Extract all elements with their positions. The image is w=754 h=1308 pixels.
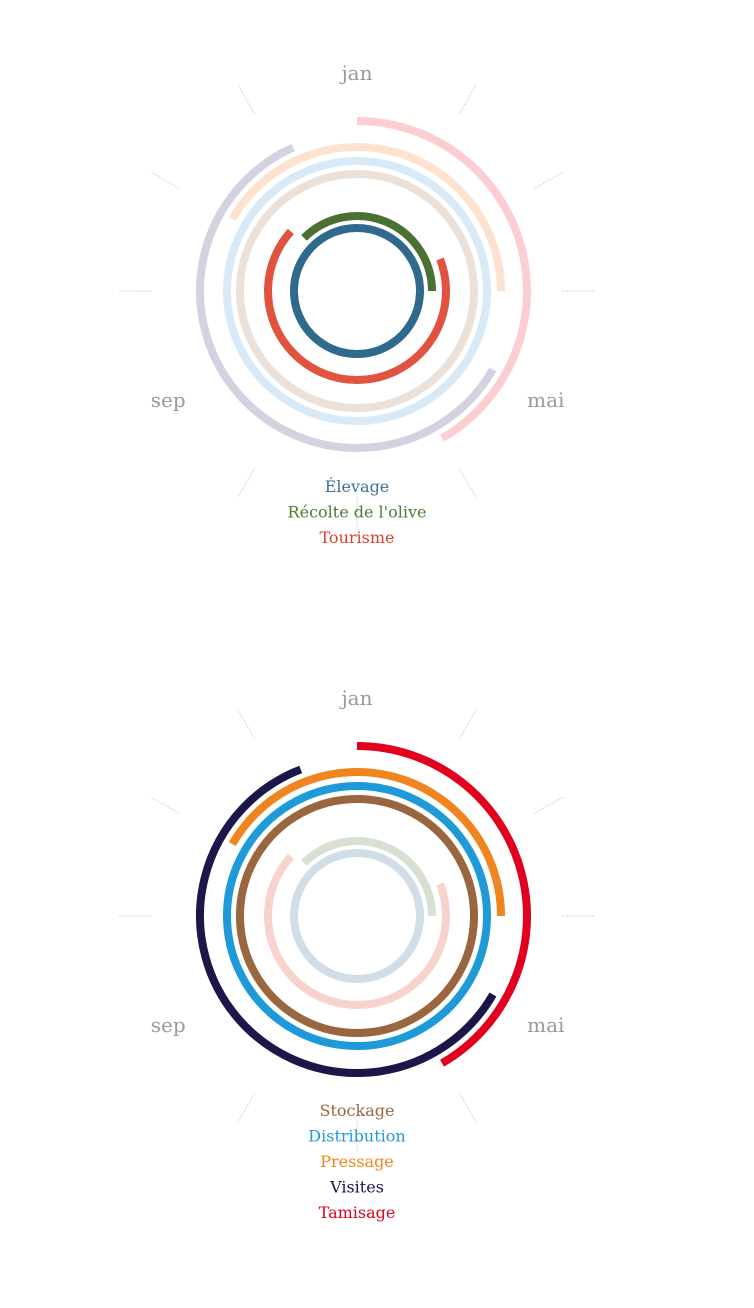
arc-6 xyxy=(301,212,436,292)
arc-2 xyxy=(196,143,497,452)
arc-3 xyxy=(228,143,505,292)
month-label-mai: mai xyxy=(527,1013,564,1037)
month-label-jan: jan xyxy=(339,61,372,85)
arc-7 xyxy=(264,853,450,1009)
legend-item: Distribution xyxy=(308,1127,405,1146)
arc-8 xyxy=(290,224,424,358)
month-tick xyxy=(459,468,477,498)
legend-item: Élevage xyxy=(325,476,390,496)
legend-item: Tourisme xyxy=(320,528,395,547)
arc-4 xyxy=(223,157,491,425)
month-tick xyxy=(459,1093,477,1123)
arc-5 xyxy=(236,170,478,412)
legend-item: Tamisage xyxy=(319,1203,396,1222)
month-label-sep: sep xyxy=(151,388,186,412)
legend-item: Stockage xyxy=(320,1101,395,1120)
month-label-mai: mai xyxy=(527,388,564,412)
arc-1 xyxy=(356,742,531,1067)
month-label-sep: sep xyxy=(151,1013,186,1037)
arc-2 xyxy=(196,765,497,1077)
arc-1 xyxy=(356,117,531,442)
legend-item: Visites xyxy=(329,1178,384,1197)
month-tick xyxy=(237,84,255,114)
month-tick xyxy=(237,709,255,739)
arc-4 xyxy=(223,782,491,1050)
month-tick xyxy=(237,1093,255,1123)
radial-chart-1: jan mai sep Élevage Récolte de l'olive Touris… xyxy=(119,61,595,547)
month-tick xyxy=(459,709,477,739)
month-tick xyxy=(534,796,564,814)
month-tick xyxy=(459,84,477,114)
arc-3 xyxy=(228,768,505,917)
legend-item: Récolte de l'olive xyxy=(288,503,427,522)
arc-8 xyxy=(290,849,424,983)
month-tick xyxy=(150,796,180,814)
month-label-jan: jan xyxy=(339,686,372,710)
arc-7 xyxy=(264,228,450,384)
month-tick xyxy=(534,171,564,189)
arc-5 xyxy=(236,795,478,1037)
radial-chart-2: jan mai sep Stockage Distribution Pressage Vis… xyxy=(119,686,595,1222)
month-tick xyxy=(150,171,180,189)
legend-item: Pressage xyxy=(320,1152,394,1171)
arc-6 xyxy=(301,837,436,917)
month-tick xyxy=(237,468,255,498)
